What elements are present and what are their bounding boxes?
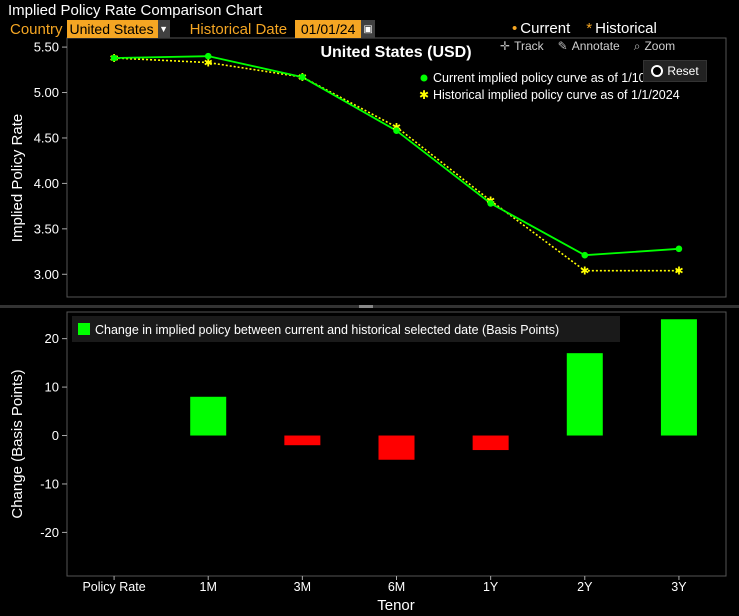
top-y-axis-label: Implied Policy Rate [9, 114, 26, 242]
track-label: Track [514, 39, 544, 53]
current-point [581, 251, 589, 259]
zoom-button[interactable]: ⌕ Zoom [634, 39, 675, 54]
current-point [299, 73, 306, 81]
divider-grip[interactable] [359, 305, 373, 308]
historical-point: ✱ [204, 58, 213, 70]
top-y-tick-label: 4.00 [34, 176, 59, 191]
x-tick-label: 2Y [577, 580, 593, 594]
historical-point: ✱ [580, 266, 589, 278]
dropdown-arrow-icon[interactable]: ▼ [157, 20, 170, 38]
crosshair-icon: ✛ [500, 39, 511, 53]
x-axis-label: Tenor [377, 597, 415, 614]
legend-current-label: Current [520, 20, 571, 37]
current-legend-marker [420, 74, 428, 82]
legend-current[interactable]: • Current [512, 20, 570, 37]
historical-date-input[interactable]: 01/01/24 [295, 20, 362, 38]
top-y-tick-label: 3.00 [34, 267, 59, 282]
change-bar [472, 435, 509, 451]
track-button[interactable]: ✛ Track [500, 39, 544, 54]
rate-curve-panel: 5.505.004.504.003.503.00 ✱✱✱✱✱✱✱ United … [9, 37, 727, 298]
annotate-label: Annotate [571, 39, 620, 53]
current-point [110, 54, 118, 62]
app-title: Implied Policy Rate Comparison Chart [8, 2, 263, 19]
x-tick-label: 6M [388, 580, 405, 594]
bottom-y-tick-label: 0 [52, 428, 59, 443]
bottom-y-tick-label: -10 [40, 476, 59, 491]
reset-icon [651, 65, 664, 77]
current-point [487, 200, 494, 207]
change-bar [566, 353, 603, 436]
change-bar [190, 396, 227, 436]
top-legend: • Current * Historical [512, 20, 657, 37]
legend-historical-label: Historical [595, 20, 657, 37]
change-bar-panel: 20 10 0 -10 -20 Policy Rate 1M 3M 6M 1Y 2Y 3Y Chan… [9, 311, 727, 614]
x-tick-label: 3M [294, 580, 311, 594]
chart-toolbar: ✛ Track ✎ Annotate ⌕ Zoom [500, 39, 675, 54]
top-y-tick-label: 5.00 [34, 85, 59, 100]
pencil-icon: ✎ [557, 39, 568, 53]
change-bar [378, 435, 415, 460]
chart-title: United States (USD) [320, 44, 471, 61]
top-y-tick-label: 3.50 [34, 221, 59, 236]
annotate-button[interactable]: ✎ Annotate [558, 39, 620, 54]
bottom-y-axis-label: Change (Basis Points) [9, 369, 26, 518]
bottom-y-tick-label: 10 [45, 380, 59, 395]
bar-legend-box [72, 316, 620, 342]
magnifier-icon: ⌕ [633, 39, 641, 53]
controls-row: Country United States ▼ Historical Date … [10, 20, 376, 38]
historical-legend-marker: ✱ [419, 88, 429, 102]
top-y-tick-label: 5.50 [34, 40, 59, 55]
country-label: Country [10, 20, 63, 38]
current-point [204, 52, 212, 60]
current-point [393, 127, 400, 134]
legend-historical[interactable]: * Historical [586, 20, 657, 37]
change-bar [660, 319, 697, 436]
x-tick-label: 1Y [483, 580, 499, 594]
x-tick-label: 3Y [671, 580, 687, 594]
top-y-tick-label: 4.50 [34, 130, 59, 145]
historical-point: ✱ [674, 266, 683, 278]
x-tick-label: Policy Rate [82, 580, 145, 594]
country-value: United States [69, 21, 154, 37]
historical-star-icon: * [586, 20, 593, 37]
bar-legend-swatch [78, 323, 90, 335]
country-select[interactable]: United States ▼ [66, 20, 170, 38]
bottom-y-tick-label: 20 [45, 331, 59, 346]
historical-legend-label: Historical implied policy curve as of 1/… [433, 88, 680, 102]
current-point [675, 245, 683, 253]
current-dot-icon: • [512, 20, 518, 37]
current-legend-label: Current implied policy curve as of 1/10/… [433, 71, 677, 85]
x-tick-label: 1M [200, 580, 217, 594]
change-bar [284, 435, 321, 446]
calendar-icon[interactable]: ▣ [361, 20, 376, 38]
historical-curve-line [114, 57, 679, 272]
historical-date-label: Historical Date [189, 20, 288, 38]
bar-legend-label: Change in implied policy between current… [95, 323, 559, 337]
reset-label: Reset [667, 64, 699, 78]
reset-button[interactable]: Reset [643, 60, 707, 82]
bottom-y-tick-label: -20 [40, 525, 59, 540]
zoom-label: Zoom [644, 39, 676, 53]
